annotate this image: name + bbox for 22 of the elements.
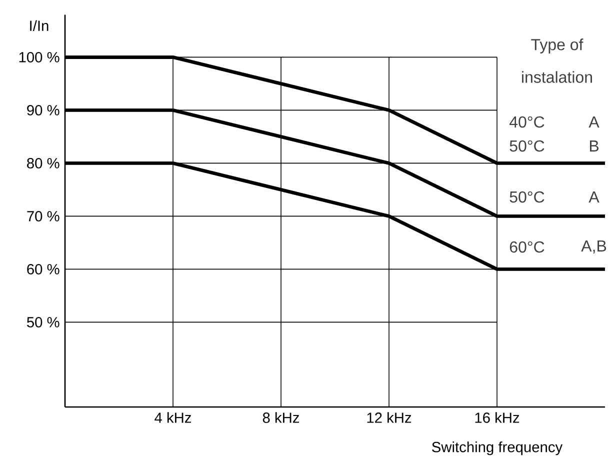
x-axis-title: Switching frequency bbox=[432, 441, 563, 456]
x-tick-label: 16 kHz bbox=[475, 412, 520, 423]
y-tick-label: 70 % bbox=[27, 211, 60, 222]
annotation: A bbox=[588, 116, 600, 128]
annotation: 50°C bbox=[510, 191, 544, 203]
y-tick-label: 50 % bbox=[27, 317, 60, 328]
x-tick-label: 12 kHz bbox=[367, 412, 412, 423]
y-tick-label: 80 % bbox=[27, 158, 60, 168]
x-tick-label: 4 kHz bbox=[154, 412, 192, 423]
annotation: A,B bbox=[581, 240, 606, 254]
annotation: Type of bbox=[531, 38, 584, 54]
y-tick-label: 60 % bbox=[27, 264, 60, 274]
annotation: 50°C bbox=[510, 140, 544, 152]
annotation: B bbox=[590, 140, 598, 152]
y-tick-label: 90 % bbox=[27, 105, 60, 116]
y-tick-label: 100 % bbox=[19, 52, 60, 62]
annotation: A bbox=[588, 192, 600, 202]
x-tick-label: 8 kHz bbox=[262, 412, 300, 423]
y-axis-title: I/In bbox=[30, 20, 48, 31]
annotation: instalation bbox=[522, 71, 592, 83]
annotation: 60°C bbox=[510, 241, 544, 253]
annotation: 40°C bbox=[510, 116, 544, 128]
